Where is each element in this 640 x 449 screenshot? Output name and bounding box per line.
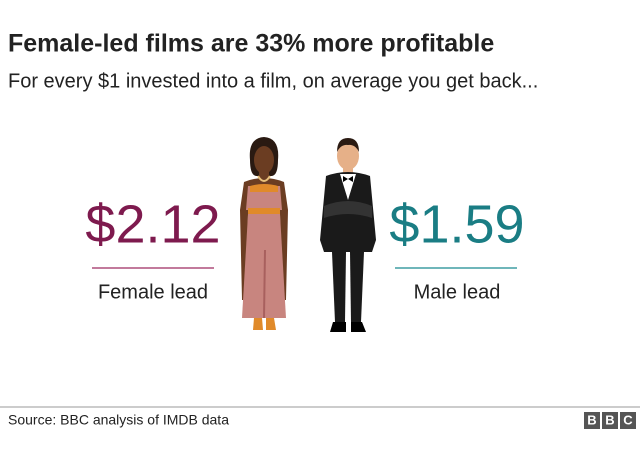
- logo-box: [584, 412, 600, 429]
- male-value: $1.59: [389, 194, 524, 254]
- subtitle: For every $1 invested into a film, on av…: [8, 70, 538, 92]
- female-label: Female lead: [98, 281, 208, 303]
- bbc-logo: B B C: [584, 412, 636, 429]
- male-label: Male lead: [414, 281, 501, 303]
- woman-figure: [240, 137, 288, 330]
- logo-letter: C: [623, 412, 633, 427]
- man-figure: [320, 138, 376, 332]
- logo-letter: B: [587, 412, 596, 427]
- female-value: $2.12: [85, 194, 220, 254]
- logo-letter: B: [605, 412, 614, 427]
- source: Source: BBC analysis of IMDB data: [8, 412, 229, 428]
- logo-box: [620, 412, 636, 429]
- title: Female-led films are 33% more profitable: [8, 30, 494, 58]
- logo-box: [602, 412, 618, 429]
